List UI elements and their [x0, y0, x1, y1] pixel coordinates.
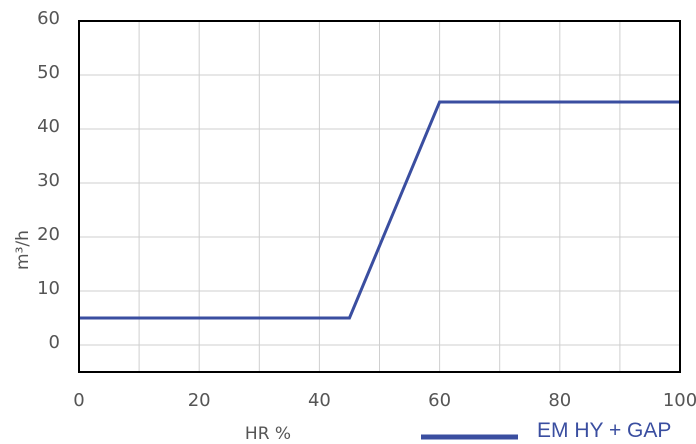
series-layer	[79, 100, 680, 320]
x-tick-labels: 0 20 40 60 80 100	[73, 390, 696, 411]
x-tick-label: 40	[308, 390, 331, 411]
y-tick-labels: 0 10 20 30 40 50 60	[37, 8, 60, 353]
y-tick-label: 10	[37, 278, 60, 299]
plot-frame	[78, 20, 681, 373]
y-axis-title: m³/h	[13, 230, 33, 270]
y-tick-label: 40	[37, 116, 60, 137]
x-tick-label: 100	[663, 390, 696, 411]
y-tick-label: 60	[37, 8, 60, 29]
y-tick-label: 50	[37, 62, 60, 83]
y-tick-label: 0	[49, 332, 60, 353]
legend-label: EM HY + GAP	[537, 419, 671, 442]
y-tick-label: 30	[37, 170, 60, 191]
grid-lines	[79, 21, 680, 372]
series-line	[79, 100, 680, 320]
x-tick-label: 60	[428, 390, 451, 411]
y-tick-label: 20	[37, 224, 60, 245]
x-axis-title: HR %	[245, 424, 291, 444]
x-tick-label: 0	[73, 390, 84, 411]
x-tick-label: 80	[548, 390, 571, 411]
x-tick-label: 20	[188, 390, 211, 411]
legend: EM HY + GAP	[421, 419, 671, 442]
